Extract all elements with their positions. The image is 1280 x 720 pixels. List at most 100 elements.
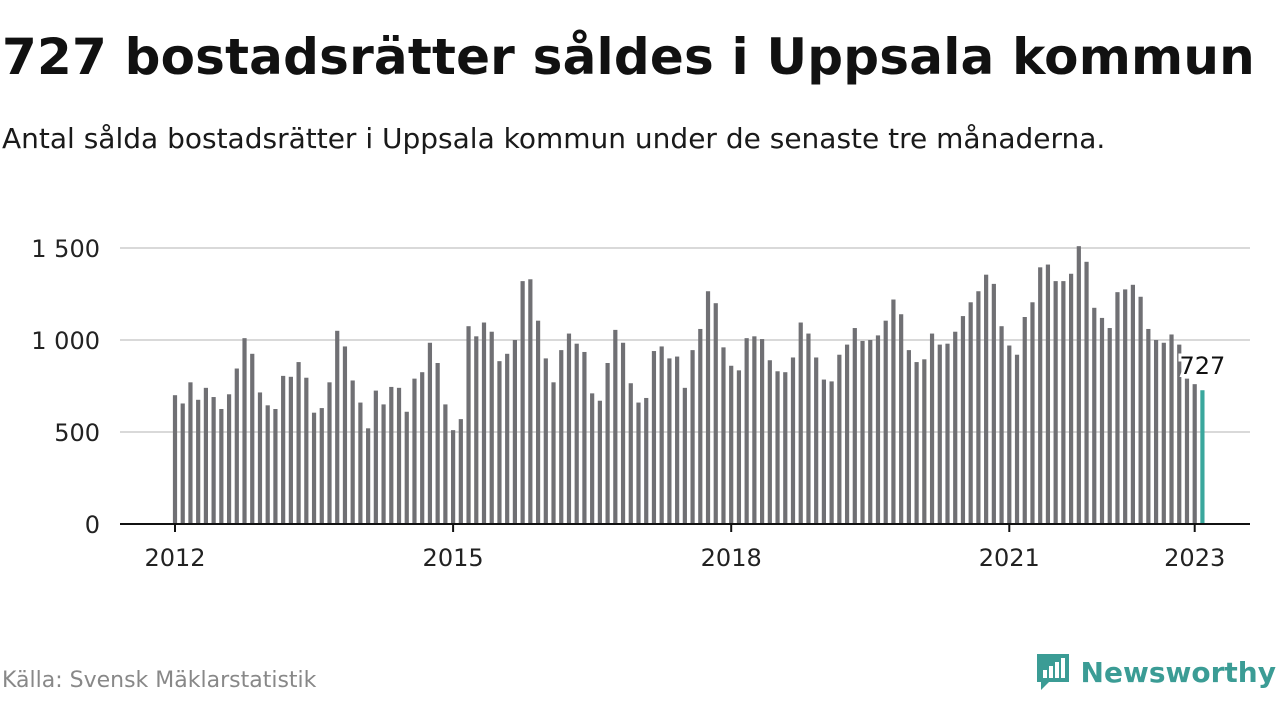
bar — [682, 387, 687, 524]
bar — [528, 279, 533, 524]
bar — [922, 359, 927, 524]
bar — [1014, 354, 1020, 524]
bar — [1123, 289, 1128, 524]
bar — [1007, 345, 1012, 524]
bar — [543, 358, 548, 524]
bar — [628, 383, 633, 524]
bar — [358, 402, 363, 524]
bar — [960, 316, 966, 524]
bar — [512, 340, 517, 524]
bar — [373, 390, 378, 524]
bar — [744, 338, 749, 524]
bar — [806, 333, 811, 524]
bar-highlight — [1200, 390, 1205, 524]
y-tick-label: 1 000 — [31, 327, 100, 355]
bar — [929, 333, 935, 524]
latest-value-label: 727 — [1180, 352, 1226, 380]
bar — [1076, 246, 1081, 524]
bar — [999, 326, 1004, 524]
bar — [466, 326, 471, 524]
bar — [474, 336, 479, 524]
bar — [651, 351, 657, 524]
bar — [837, 354, 842, 524]
bar — [481, 322, 487, 524]
bar — [1045, 264, 1051, 524]
bar — [505, 353, 510, 524]
newsworthy-logo-icon — [1035, 652, 1071, 692]
bar — [535, 320, 541, 524]
bar — [852, 328, 857, 524]
bar — [172, 395, 178, 524]
bar — [906, 350, 911, 524]
bar — [953, 331, 958, 524]
bar — [389, 386, 394, 524]
bar — [767, 360, 772, 524]
bar — [1184, 378, 1190, 524]
bar — [891, 299, 896, 524]
bar — [489, 331, 494, 524]
bar — [1061, 281, 1066, 524]
bar — [1092, 307, 1097, 524]
bar-chart: 0 500 1 000 1 500 2012 2015 2018 2021 2023 727 — [31, 235, 1250, 572]
bar — [1099, 317, 1105, 524]
bar — [265, 405, 270, 524]
bar — [311, 412, 317, 524]
brand-name: Newsworthy — [1080, 655, 1276, 689]
bar — [713, 303, 718, 524]
bar — [211, 397, 216, 524]
bar — [1115, 292, 1120, 524]
bar — [1038, 267, 1043, 524]
bar — [203, 387, 208, 524]
brand-logo[interactable]: Newsworthy — [1035, 652, 1276, 692]
bar — [234, 368, 239, 524]
bar — [1161, 342, 1166, 524]
bar — [520, 281, 525, 524]
bar — [690, 350, 695, 524]
bar — [1146, 328, 1151, 524]
bar — [760, 339, 765, 524]
bar — [937, 344, 942, 524]
bar — [288, 376, 293, 524]
bar — [296, 362, 301, 524]
bar — [219, 409, 224, 524]
bar — [443, 404, 448, 524]
bar — [868, 340, 873, 524]
bar — [435, 363, 440, 524]
bar — [829, 381, 834, 524]
bar — [1069, 273, 1074, 524]
bar — [196, 399, 201, 524]
bar — [736, 370, 742, 524]
bar — [1130, 284, 1135, 524]
bar — [342, 346, 348, 524]
bar — [698, 328, 703, 524]
bar — [991, 283, 996, 524]
chart-title: 727 bostadsrätter såldes i Uppsala kommu… — [2, 28, 1255, 86]
bar — [1053, 281, 1058, 524]
bar — [636, 402, 641, 524]
y-tick-label: 1 500 — [31, 235, 100, 263]
bar — [350, 380, 355, 524]
x-tick-label: 2021 — [979, 544, 1040, 572]
bar — [659, 346, 664, 524]
bar — [984, 274, 989, 524]
bar — [404, 411, 409, 524]
bar — [620, 342, 626, 524]
bar — [1192, 384, 1197, 524]
bar — [1030, 302, 1035, 524]
bar — [412, 378, 417, 524]
bar — [327, 382, 332, 524]
bar — [188, 382, 193, 524]
bar — [574, 343, 579, 524]
bar — [790, 357, 796, 524]
bar — [597, 400, 602, 524]
bar — [257, 392, 263, 524]
bar — [1177, 344, 1182, 524]
bar — [1169, 334, 1174, 524]
bar — [968, 302, 973, 524]
bar — [729, 365, 734, 524]
bar — [1153, 340, 1159, 524]
source-credit: Källa: Svensk Mäklarstatistik — [2, 668, 317, 693]
bar — [420, 372, 425, 524]
bar — [860, 340, 865, 524]
bar — [1107, 328, 1112, 524]
